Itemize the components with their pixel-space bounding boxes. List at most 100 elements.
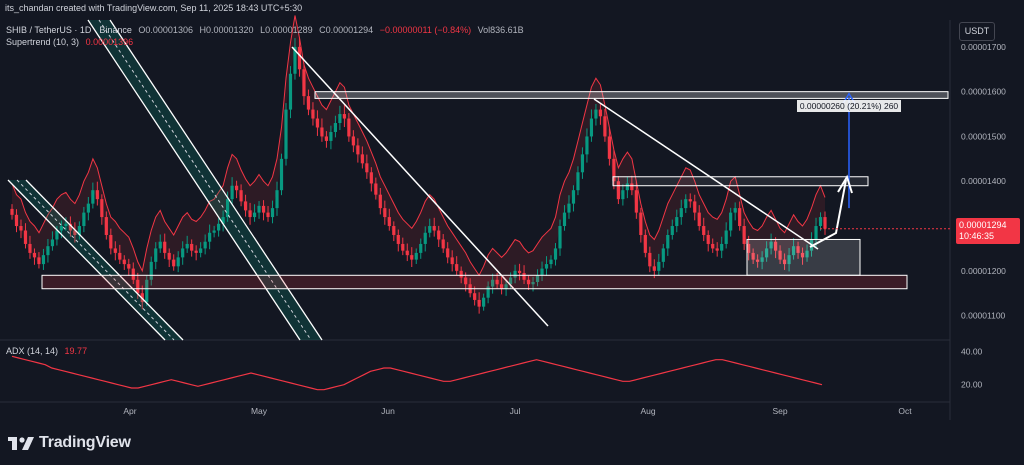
candle-body <box>697 212 701 227</box>
candle-body <box>661 248 665 262</box>
measure-label: 0.00000260 (20.21%) 260 <box>799 101 899 111</box>
candle-body <box>684 199 688 209</box>
candle-body <box>531 282 535 285</box>
candle-body <box>338 114 342 124</box>
trendline-main <box>291 46 549 327</box>
candle-body <box>315 118 320 128</box>
candle-body <box>396 234 400 244</box>
candle-body <box>513 270 517 278</box>
candle-body <box>778 250 782 260</box>
candle-body <box>248 210 252 218</box>
candle-body <box>351 136 355 146</box>
candle-body <box>549 259 553 265</box>
candle-body <box>127 264 131 269</box>
ohlc-low: L0.00001289 <box>260 25 313 35</box>
candle-body <box>356 145 360 155</box>
adx-tick-label: 40.00 <box>961 346 983 356</box>
currency-unit-button[interactable]: USDT <box>959 22 995 41</box>
candle-body <box>508 277 513 285</box>
candle-body <box>419 243 423 253</box>
projection-path <box>809 179 847 248</box>
candle-body <box>688 199 692 202</box>
candle-body <box>464 277 468 285</box>
candle-body <box>275 190 279 209</box>
candle-body <box>270 208 275 218</box>
candle-body <box>19 226 23 231</box>
candle-body <box>199 248 203 253</box>
candle-body <box>760 257 764 262</box>
candle-body <box>234 185 239 191</box>
candle-body <box>257 205 261 213</box>
candle-body <box>203 241 207 249</box>
candle-body <box>693 201 697 213</box>
candle-body <box>77 226 81 235</box>
candle-body <box>95 190 99 200</box>
candle-body <box>208 232 212 242</box>
candle-body <box>544 264 549 269</box>
candle-body <box>634 190 638 213</box>
consolidation-box <box>746 238 861 276</box>
chart-caption: its_chandan created with TradingView.com… <box>5 3 303 13</box>
candle-body <box>711 243 715 249</box>
candle-body <box>414 252 418 260</box>
candle-body <box>477 299 481 307</box>
candle-body <box>100 199 104 218</box>
candle-body <box>670 226 674 235</box>
candle-body <box>652 266 656 271</box>
candle-body <box>392 226 396 235</box>
price-tick-label: 0.00001200 <box>961 266 1006 276</box>
candle-body <box>41 255 46 265</box>
candle-body <box>14 214 19 227</box>
candle-body <box>243 201 248 211</box>
price-tick-label: 0.00001100 <box>961 311 1006 321</box>
time-tick-label: Apr <box>123 406 136 416</box>
candle-body <box>342 114 346 119</box>
tradingview-brand: TradingView <box>8 434 131 452</box>
candle-body <box>185 243 189 249</box>
candle-body <box>176 257 180 267</box>
candle-body <box>428 226 432 233</box>
candle-body <box>320 127 324 137</box>
candle-body <box>212 230 216 233</box>
descending-channel-mid-edge-b <box>109 19 323 341</box>
candle-body <box>55 230 59 240</box>
target-zone <box>314 91 949 99</box>
grid-lines <box>0 20 951 420</box>
candle-body <box>73 230 77 235</box>
volume: Vol836.61B <box>477 25 524 35</box>
measure-label-box <box>797 100 901 112</box>
candle-body <box>450 257 454 265</box>
time-tick-label: Jul <box>510 406 521 416</box>
candle-body <box>482 297 486 307</box>
candle-body <box>239 190 243 202</box>
candle-body <box>383 208 387 218</box>
candle-body <box>369 172 373 184</box>
candle-body <box>504 284 508 289</box>
candle-body <box>733 208 737 213</box>
candle-body <box>122 259 126 265</box>
candle-body <box>455 264 459 271</box>
candle-body <box>499 284 504 289</box>
candle-body <box>82 212 86 227</box>
candle-body <box>594 109 598 119</box>
candle-body <box>50 239 55 247</box>
candle-body <box>612 158 616 182</box>
candle-body <box>773 241 778 251</box>
candle-body <box>639 212 643 235</box>
candle-body <box>535 275 540 283</box>
candle-body <box>86 203 90 213</box>
candle-body <box>553 248 558 260</box>
support-zone <box>41 274 908 290</box>
current-price-value: 0.00001294 <box>959 220 1007 230</box>
candle-body <box>585 136 589 155</box>
candle-body <box>333 123 338 132</box>
candle-body <box>598 109 603 117</box>
resistance-zone <box>612 176 869 187</box>
candle-body <box>154 248 158 262</box>
candle-body <box>558 226 562 249</box>
candle-body <box>715 248 719 251</box>
candle-body <box>360 154 364 164</box>
candle-body <box>59 226 64 231</box>
candle-body <box>266 212 270 218</box>
